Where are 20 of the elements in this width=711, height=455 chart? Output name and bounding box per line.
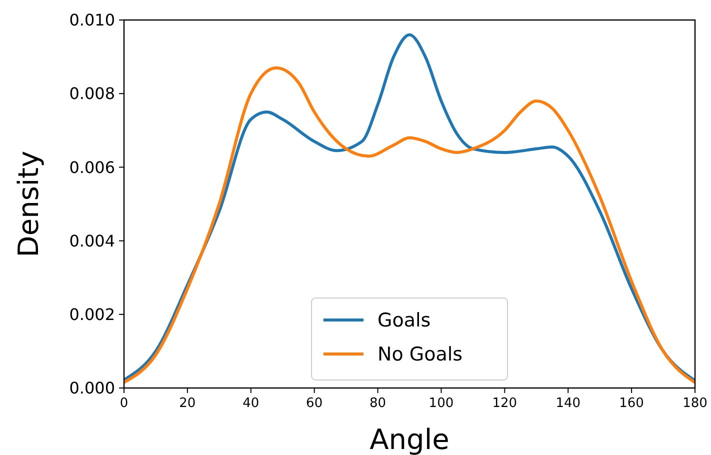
y-tick-label: 0.010	[69, 10, 115, 30]
legend-label: Goals	[378, 310, 431, 332]
x-axis-title: Angle	[370, 423, 450, 455]
y-tick-label: 0.008	[69, 84, 115, 104]
x-tick-label: 140	[556, 396, 581, 411]
x-tick-label: 60	[306, 396, 323, 411]
y-tick-label: 0.006	[69, 158, 115, 177]
x-tick-label: 40	[242, 396, 260, 411]
x-tick-label: 80	[370, 396, 386, 411]
x-tick-label: 120	[492, 396, 518, 411]
y-axis-title: Density	[12, 150, 45, 258]
x-tick-label: 100	[428, 396, 454, 411]
x-tick-label: 20	[179, 396, 196, 411]
y-tick-label: 0.004	[69, 231, 115, 250]
legend-label: No Goals	[378, 344, 463, 366]
x-tick-label: 160	[619, 396, 644, 411]
y-tick-label: 0.000	[69, 378, 115, 398]
x-tick-label: 180	[682, 396, 708, 411]
x-tick-label: 0	[120, 396, 128, 411]
y-tick-label: 0.002	[69, 305, 115, 324]
